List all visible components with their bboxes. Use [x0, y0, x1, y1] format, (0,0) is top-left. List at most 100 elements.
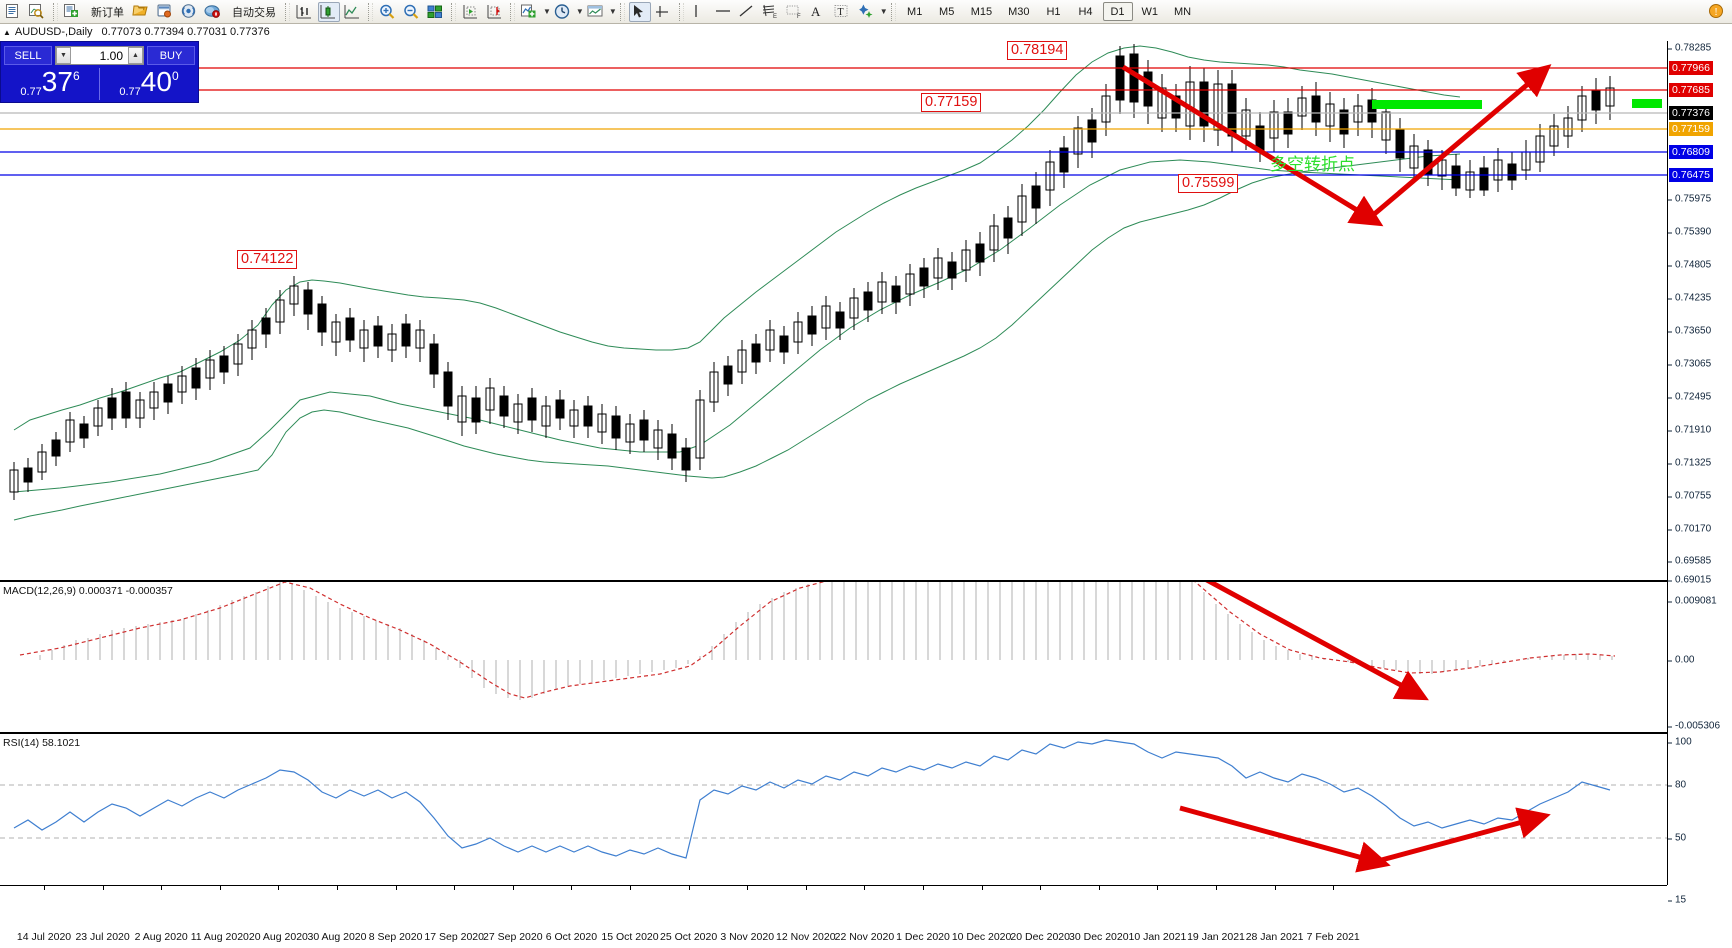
x-tick-mark: [337, 885, 338, 890]
new-order-label[interactable]: 新订单: [91, 6, 124, 19]
timeframe-w1[interactable]: W1: [1141, 5, 1159, 18]
help-icon[interactable]: !: [1707, 2, 1729, 22]
price-badge-076809: 0.76809: [1669, 145, 1713, 159]
volume-value[interactable]: 1.00: [99, 48, 123, 63]
crosshair-icon[interactable]: [653, 2, 675, 22]
x-tick-mark: [1040, 885, 1042, 890]
folder-orange-icon[interactable]: [131, 2, 153, 22]
toolbar-separator-4: [451, 2, 456, 21]
x-tick-label-16: 10 Dec 2020: [951, 931, 1012, 943]
downtrend-arrow[interactable]: [1121, 64, 1384, 227]
green-highlight-zone[interactable]: [1372, 100, 1482, 109]
x-tick-label-22: 7 Feb 2021: [1306, 931, 1360, 943]
price-badge-077159: 0.77159: [1669, 122, 1713, 136]
timeframe-h4[interactable]: H4: [1078, 5, 1093, 18]
x-tick-label-21: 28 Jan 2021: [1245, 931, 1304, 943]
zoom-in-icon[interactable]: [377, 2, 399, 22]
period-clock-icon[interactable]: [552, 2, 574, 22]
macd-bearish-arrow[interactable]: [1181, 566, 1429, 701]
price-tick-9: 0.74805: [1668, 260, 1711, 271]
macd-chart-group: [19, 566, 1616, 701]
x-tick-mark: [747, 885, 749, 890]
candlestick-chart-icon[interactable]: [318, 1, 340, 22]
indicators-icon[interactable]: [519, 2, 541, 22]
annotation-high[interactable]: 0.78194: [1007, 41, 1068, 60]
timeframe-m5[interactable]: M5: [939, 5, 955, 18]
macd-tick-1: 0.00: [1668, 655, 1694, 666]
x-tick-label-9: 6 Oct 2020: [545, 931, 598, 943]
magnifier-chart-icon[interactable]: [27, 2, 49, 22]
annotation-prior-high[interactable]: 0.74122: [237, 250, 298, 269]
autotrade-icon[interactable]: [203, 2, 225, 22]
x-tick-label-8: 27 Sep 2020: [483, 931, 543, 943]
new-order-icon[interactable]: [62, 2, 84, 22]
svg-text:A: A: [811, 4, 821, 19]
volume-increase-button[interactable]: ▲: [128, 47, 143, 64]
tile-windows-icon[interactable]: [425, 2, 447, 22]
rsi-down-arrow[interactable]: [1179, 805, 1391, 873]
cursor-icon[interactable]: [628, 1, 651, 22]
terminal-window-icon[interactable]: [155, 2, 177, 22]
templates-dropdown-arrow-icon[interactable]: ▼: [608, 7, 617, 16]
buy-button[interactable]: BUY: [147, 46, 195, 65]
signal-globe-icon[interactable]: [179, 2, 201, 22]
toolbar-separator-2: [285, 2, 290, 21]
objects-dropdown-arrow-icon[interactable]: ▼: [879, 7, 888, 16]
price-tick-17: 0.70170: [1668, 524, 1711, 535]
chart-shift-icon[interactable]: [484, 2, 506, 22]
timeframe-d1[interactable]: D1: [1102, 2, 1133, 21]
toolbar-separator-3: [368, 2, 373, 21]
annotation-low[interactable]: 0.75599: [1178, 174, 1239, 193]
symbol-label: AUDUSD-,Daily: [14, 26, 93, 38]
x-tick-mark: [219, 885, 221, 890]
horizontal-line-icon[interactable]: [712, 2, 734, 22]
buy-price-prefix: 0.77: [119, 86, 141, 98]
sell-price-main: 37: [41, 66, 73, 97]
x-tick-label-1: 23 Jul 2020: [75, 931, 130, 943]
shift-end-icon[interactable]: [460, 2, 482, 22]
equidistant-channel-icon[interactable]: F: [784, 2, 806, 22]
timeframe-h1[interactable]: H1: [1046, 5, 1061, 18]
x-tick-mark: [278, 885, 280, 890]
vertical-line-icon[interactable]: [688, 2, 710, 22]
x-tick-mark: [571, 885, 573, 890]
toolbar-separator-8: [890, 2, 896, 21]
autotrade-label[interactable]: 自动交易: [232, 6, 276, 19]
period-dropdown-arrow-icon[interactable]: ▼: [575, 7, 584, 16]
text-label-icon[interactable]: T: [832, 2, 854, 22]
x-tick-mark: [1274, 885, 1276, 890]
text-icon[interactable]: A: [808, 2, 830, 22]
timeframe-m1[interactable]: M1: [907, 5, 923, 18]
trendline-icon[interactable]: [736, 2, 758, 22]
sell-price-display[interactable]: 0.77 37 6: [1, 66, 99, 102]
bar-chart-icon[interactable]: [294, 2, 316, 22]
uptrend-arrow[interactable]: [1370, 64, 1552, 218]
templates-icon[interactable]: [585, 2, 607, 22]
collapse-arrow-icon[interactable]: ▲: [3, 27, 11, 37]
timeframe-m30[interactable]: M30: [1008, 5, 1030, 18]
x-tick-label-13: 12 Nov 2020: [776, 931, 836, 943]
rsi-up-arrow[interactable]: [1373, 807, 1551, 865]
svg-text:!: !: [1714, 7, 1717, 18]
volume-input[interactable]: ▼ 1.00 ▲: [55, 46, 144, 65]
indicators-dropdown-arrow-icon[interactable]: ▼: [543, 7, 551, 16]
timeframe-mn[interactable]: MN: [1174, 5, 1192, 18]
volume-decrease-button[interactable]: ▼: [56, 47, 71, 64]
price-tick-15: 0.71325: [1668, 458, 1711, 469]
annotation-mid[interactable]: 0.77159: [921, 93, 982, 112]
objects-icon[interactable]: [856, 2, 878, 22]
x-tick-mark: [923, 885, 924, 890]
x-tick-mark: [44, 885, 45, 890]
svg-text:E: E: [773, 14, 777, 20]
x-tick-label-2: 2 Aug 2020: [134, 931, 188, 943]
annotation-chinese-note[interactable]: 多空转折点: [1270, 155, 1355, 175]
buy-price-display[interactable]: 0.77 40 0: [100, 66, 198, 102]
timeframe-m15[interactable]: M15: [970, 5, 993, 18]
zoom-out-icon[interactable]: [401, 2, 423, 22]
document-icon[interactable]: [3, 2, 25, 22]
line-chart-icon[interactable]: [342, 2, 364, 22]
fibonacci-icon[interactable]: E: [760, 2, 782, 22]
price-axis-line: [1667, 41, 1668, 885]
ohlc-values: 0.77073 0.77394 0.77031 0.77376: [101, 26, 270, 38]
sell-button[interactable]: SELL: [4, 46, 52, 65]
